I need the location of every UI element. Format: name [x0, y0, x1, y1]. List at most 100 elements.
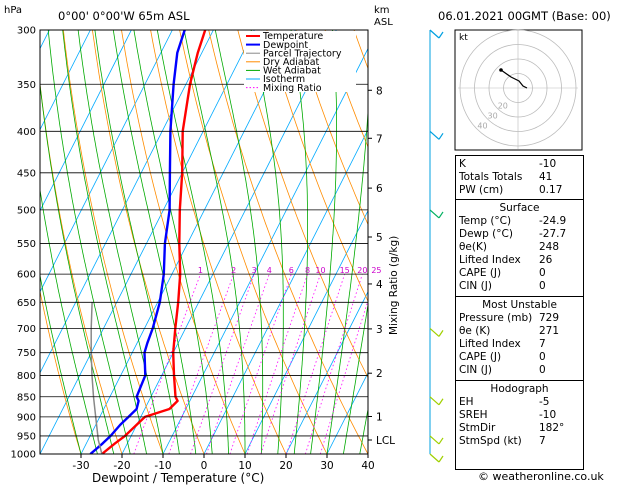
mixing-ratio-line — [246, 273, 308, 454]
pressure-tick-label: 550 — [17, 239, 36, 250]
hodo-value: 7 — [539, 435, 546, 447]
pressure-tick-label: 1000 — [11, 450, 36, 461]
temp-tick-label: 40 — [361, 460, 374, 472]
mu-key: Lifted Index — [459, 338, 521, 350]
km-label: km — [374, 5, 390, 16]
mixing-ratio-label: 8 — [305, 266, 310, 275]
surface-value: 0 — [539, 280, 546, 292]
mu-value: 271 — [539, 325, 560, 337]
series-dewpoint — [89, 30, 186, 454]
temp-tick-label: 0 — [201, 460, 208, 472]
surface-key: Temp (°C) — [459, 215, 512, 227]
surface-key: CIN (J) — [459, 280, 492, 292]
surface-key: θe(K) — [459, 241, 487, 253]
wind-barb — [429, 209, 440, 219]
surface-value: 248 — [539, 241, 560, 253]
mu-row: Pressure (mb) 729 — [456, 312, 583, 325]
hodo-key: StmSpd (kt) — [459, 435, 522, 447]
temp-tick-label: 20 — [279, 460, 292, 472]
dry-adiabat-line — [266, 30, 368, 303]
mu-key: CIN (J) — [459, 364, 492, 376]
legend-label: Wet Adiabat — [263, 66, 321, 77]
wind-barb — [429, 396, 440, 406]
pressure-tick-label: 850 — [17, 392, 36, 403]
mixing-ratio-axis-label: Mixing Ratio (g/kg) — [388, 236, 400, 335]
pressure-tick-label: 700 — [17, 324, 36, 335]
hodograph-trace — [500, 69, 528, 89]
pressure-tick-label: 400 — [17, 127, 36, 138]
divider — [456, 380, 583, 381]
pressure-tick-label: 950 — [17, 431, 36, 442]
km-tick-label: 5 — [376, 232, 383, 244]
mu-value: 7 — [539, 338, 546, 350]
legend-label: Parcel Trajectory — [263, 48, 342, 59]
index-tt-value: 41 — [539, 171, 553, 183]
wet-adiabat-line — [77, 30, 164, 454]
wind-barb — [429, 29, 440, 39]
index-tt-key: Totals Totals — [459, 171, 523, 183]
dry-adiabat-line — [324, 30, 368, 149]
legend-box — [244, 31, 356, 92]
isotherm-line — [326, 372, 368, 454]
wet-adiabat-line — [47, 30, 131, 454]
index-k-row: K -10 — [456, 158, 583, 171]
mixing-ratio-label: 25 — [371, 266, 381, 275]
surface-value: -27.7 — [539, 228, 567, 240]
hodo-key: SREH — [459, 409, 488, 421]
surface-row: Temp (°C) -24.9 — [456, 215, 583, 228]
pressure-tick-label: 300 — [17, 26, 36, 37]
mixing-ratio-label: 2 — [231, 266, 236, 275]
surface-value: -24.9 — [539, 215, 567, 227]
wet-adiabat-line — [343, 302, 368, 454]
wind-barb-flag — [438, 31, 444, 39]
index-pw-key: PW (cm) — [459, 184, 504, 196]
wind-barb — [429, 327, 440, 337]
pressure-tick-label: 800 — [17, 371, 36, 382]
hodograph-frame — [454, 29, 583, 151]
isotherm-line — [40, 30, 91, 131]
hodo-row: StmDir 182° — [456, 422, 583, 435]
mixing-ratio-lines — [133, 273, 368, 454]
wind-barb — [429, 435, 440, 445]
asl-label: ASL — [374, 17, 393, 28]
header-date: 06.01.2021 00GMT (Base: 00) — [438, 9, 611, 23]
hodo-row: SREH -10 — [456, 409, 583, 422]
index-k-key: K — [459, 158, 466, 170]
hodo-value: -5 — [539, 396, 550, 408]
surface-value: 26 — [539, 254, 553, 266]
mu-key: Pressure (mb) — [459, 312, 533, 324]
mu-value: 0 — [539, 364, 546, 376]
x-axis-label: Dewpoint / Temperature (°C) — [92, 471, 264, 485]
wind-barb — [429, 453, 440, 463]
hodo-row: StmSpd (kt) 7 — [456, 435, 583, 448]
hpa-label: hPa — [4, 5, 22, 16]
mixing-ratio-line — [319, 299, 368, 454]
mixing-ratio-label: 4 — [267, 266, 272, 275]
isotherm-line — [0, 30, 8, 454]
index-k-value: -10 — [539, 158, 557, 170]
mu-row: Lifted Index 7 — [456, 338, 583, 351]
wind-barb-flag — [438, 211, 444, 219]
wet-adiabat-line — [94, 30, 180, 454]
km-tick-label: 4 — [376, 279, 383, 291]
pressure-tick-label: 350 — [17, 80, 36, 91]
copyright: © weatheronline.co.uk — [478, 470, 604, 483]
isotherm-line — [40, 30, 132, 212]
hodograph-ring-label: 20 — [498, 101, 508, 110]
hodo-value: 182° — [539, 422, 565, 434]
isotherm-line — [80, 30, 296, 454]
surface-key: Lifted Index — [459, 254, 521, 266]
mu-value: 0 — [539, 351, 546, 363]
surface-row: θe(K) 248 — [456, 241, 583, 254]
pressure-tick-label: 450 — [17, 168, 36, 179]
surface-row: CIN (J) 0 — [456, 280, 583, 293]
chart-title: 0°00' 0°00'W 65m ASL — [58, 9, 190, 23]
pressure-tick-label: 500 — [17, 205, 36, 216]
series-temperature — [101, 30, 207, 454]
wind-barb-flag — [438, 437, 444, 445]
mixing-ratio-label: 20 — [357, 266, 367, 275]
isotherm-line — [285, 290, 368, 454]
km-tick-label: 3 — [376, 324, 383, 336]
